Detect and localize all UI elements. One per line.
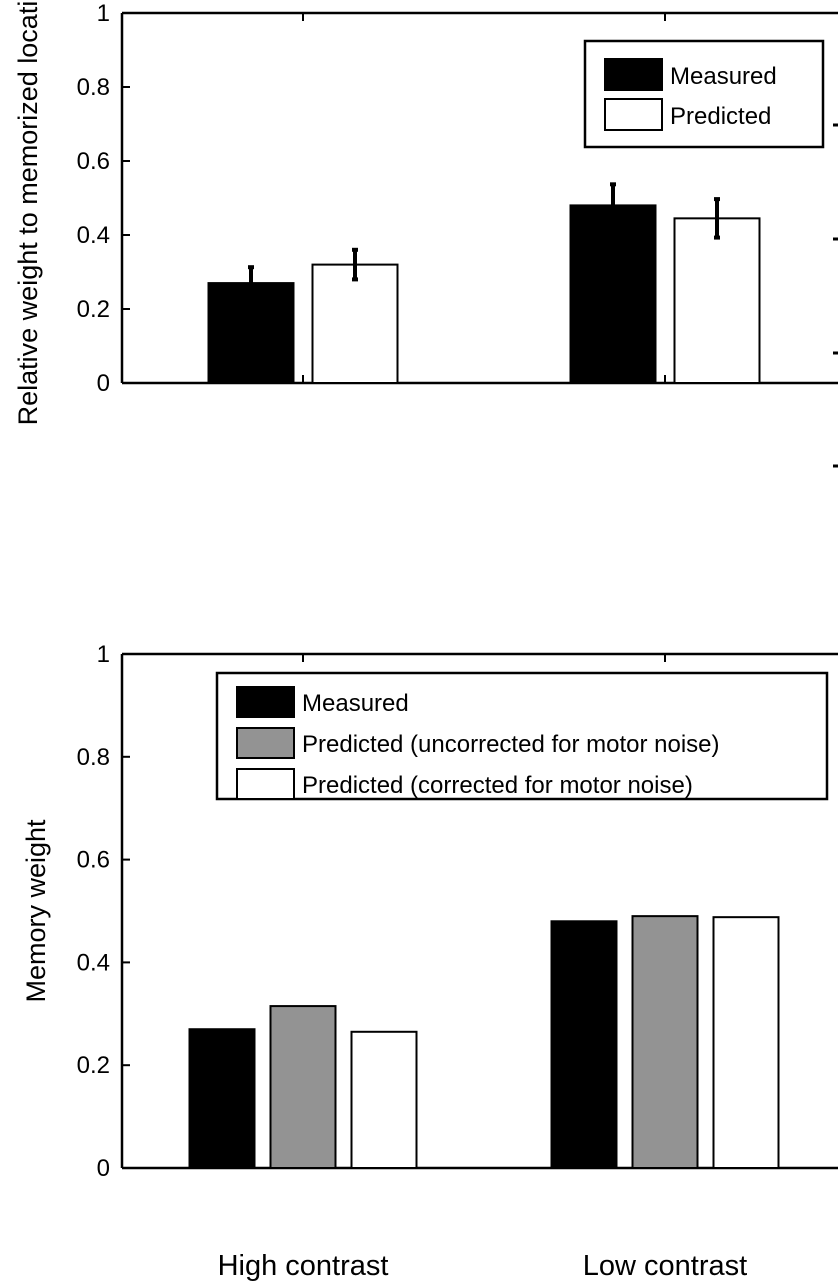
legend-swatch [236,727,295,759]
legend-swatch [604,98,663,131]
legend-box [215,671,829,801]
y-tick-label: 0.8 [77,74,110,101]
y-tick-label: 0 [97,1155,110,1182]
y-tick-label: 0.6 [77,847,110,874]
top-bar-chart: 0 0.2 0.4 0.6 0.8 1 Relative weight to memoriz… [13,0,838,468]
legend-label: Measured [302,690,409,717]
y-tick-label: 0.6 [77,148,110,175]
legend-swatch [236,768,295,800]
bar [311,263,399,385]
bar [269,1005,337,1170]
bar [673,217,761,384]
y-tick-label: 0.4 [77,949,110,976]
y-tick-label: 1 [97,641,110,668]
y-tick-label: 0.2 [77,1052,110,1079]
legend-label: Predicted [670,103,771,130]
y-tick-label: 0.4 [77,222,110,249]
bar [569,204,657,384]
bar [550,920,618,1170]
legend-swatch [236,686,295,718]
bottom-bar-chart: 0 0.2 0.4 0.6 0.8 1 Memory weight Measured Predi… [21,641,838,1282]
y-tick-label: 0.2 [77,296,110,323]
legend-box [583,39,825,149]
y-tick-label: 1 [97,0,110,27]
y-axis-title: Relative weight to memorized location [13,0,43,425]
y-tick-label: 0 [97,370,110,397]
legend-swatch [604,58,663,91]
x-category-label: Low contrast [583,1250,747,1282]
y-tick-label: 0.8 [77,744,110,771]
bar [631,915,699,1170]
bar [712,916,780,1170]
legend-label: Predicted (uncorrected for motor noise) [302,731,720,758]
bar [207,282,295,385]
x-category-label: High contrast [218,1250,389,1282]
bar [188,1028,256,1169]
y-axis-title: Memory weight [21,819,51,1003]
legend-label: Predicted (corrected for motor noise) [302,772,693,799]
bar [350,1030,418,1170]
legend-label: Measured [670,63,777,90]
